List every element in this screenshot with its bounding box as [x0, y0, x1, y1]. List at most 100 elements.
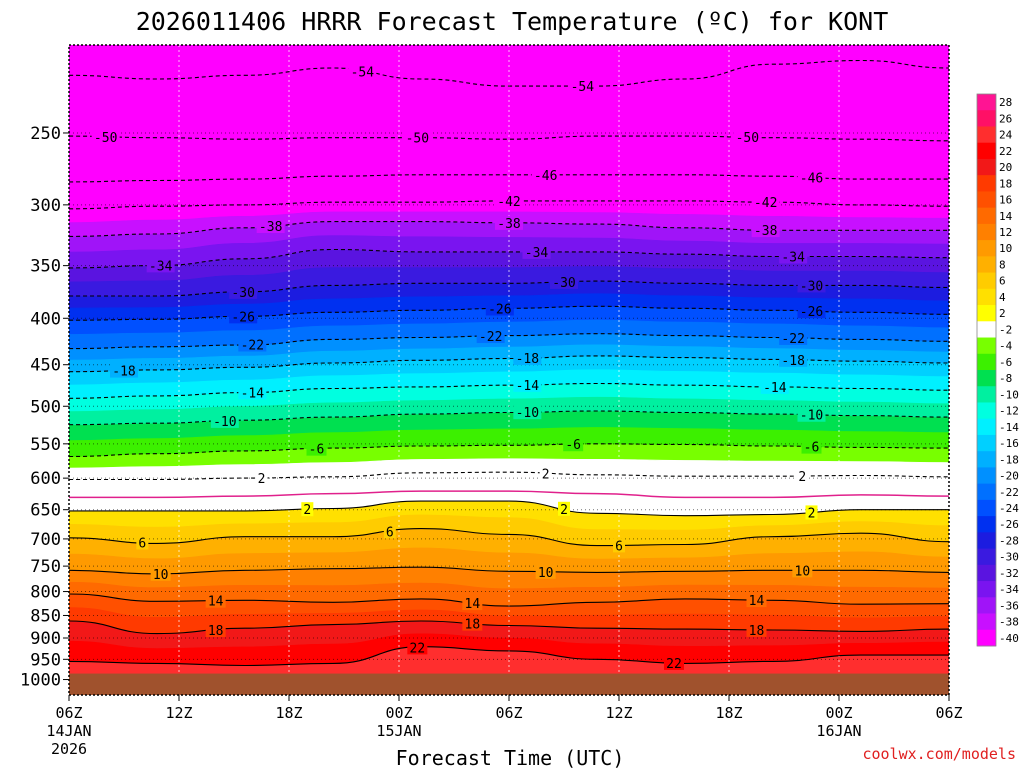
isotherm-label-bg	[513, 377, 542, 392]
isotherm--54	[69, 59, 949, 87]
colorbar-swatch	[977, 451, 996, 468]
isotherm-label: 10	[795, 564, 811, 579]
x-tick-label: 00Z	[825, 704, 852, 722]
isotherm-label: -10	[516, 406, 539, 421]
colorbar-label: 6	[999, 275, 1006, 288]
colorbar-swatch	[977, 597, 996, 614]
isotherm-label-bg	[805, 505, 818, 520]
isotherm-label: -42	[754, 196, 777, 211]
isotherm-label-bg	[664, 655, 684, 670]
colorbar-label: -30	[999, 551, 1019, 564]
colorbar-swatch	[977, 223, 996, 241]
isotherm-label-bg	[550, 274, 578, 289]
colorbar-swatch	[977, 581, 996, 598]
y-axis: 250 300 350 400 450 500 550 600 650 700 750 800 850 9…	[20, 124, 69, 691]
colorbar-label: -22	[999, 486, 1019, 499]
isotherm-label-bg	[522, 244, 551, 259]
isotherm-labels: -54-54-50 -50 -50-46 -46-42 -42-38 -38 -38-34-…	[91, 64, 826, 672]
colorbar-frame	[976, 93, 997, 647]
isotherm-label: -34	[781, 251, 805, 266]
isotherm-label-bg	[205, 593, 226, 608]
isotherm-label-bg	[383, 524, 396, 539]
isotherm-label: -22	[241, 338, 264, 353]
isotherm-label-bg	[407, 640, 428, 655]
isotherm-label: -46	[800, 171, 823, 186]
x-tick-year: 2026	[51, 740, 87, 758]
isotherm-label-bg	[476, 329, 505, 344]
colorbar-label: 22	[999, 145, 1012, 158]
colorbar-swatch	[977, 418, 996, 436]
isotherm-label: -26	[488, 303, 511, 318]
colorbar-label: 28	[999, 96, 1012, 109]
colorbar-swatch	[977, 337, 996, 355]
colorbar-label: -38	[999, 616, 1019, 629]
isotherm-label-bg	[797, 304, 826, 319]
colorbar-label: 24	[999, 129, 1013, 142]
isotherm-label: -18	[516, 352, 539, 367]
isotherm-label-bg	[403, 130, 432, 145]
isotherm-label-bg	[531, 167, 560, 182]
isotherm-label-bg	[563, 437, 584, 452]
x-tick-label: 12Z	[605, 704, 632, 722]
y-tick-label: 700	[30, 530, 61, 550]
y-tick-label: 350	[30, 257, 61, 277]
isotherm-label: 2	[258, 472, 266, 487]
isotherm-label: -54	[351, 66, 375, 81]
isotherm-label: 6	[386, 525, 394, 540]
colorbar-label: -2	[999, 323, 1012, 336]
isotherm-label-bg	[751, 223, 780, 238]
colorbar-swatch	[977, 175, 996, 192]
chart-title: 2026011406 HRRR Forecast Temperature (ºC…	[136, 7, 889, 36]
isotherm-label: 6	[138, 536, 146, 551]
colorbar-swatch	[977, 288, 996, 306]
isotherm-label: -18	[112, 365, 135, 380]
x-axis-title: Forecast Time (UTC)	[396, 746, 625, 768]
colorbar-swatch	[977, 158, 996, 176]
isotherm-label: 2	[303, 503, 311, 518]
isotherm-label: 2	[560, 503, 568, 518]
isotherm-label: 14	[208, 595, 224, 610]
isotherm-label: -26	[231, 310, 254, 325]
colorbar-swatch	[977, 110, 996, 127]
colorbar-swatch	[977, 483, 996, 501]
isotherm-label-bg	[797, 407, 826, 422]
isotherm-label: -6	[565, 438, 581, 453]
y-tick-label: 650	[30, 501, 61, 521]
isotherm-label-bg	[205, 623, 226, 638]
colorbar-swatch	[977, 564, 996, 582]
colorbar-swatch	[977, 207, 996, 225]
colorbar-swatch	[977, 305, 996, 322]
isotherm-label-bg	[796, 468, 809, 483]
isotherm-label: -30	[800, 279, 823, 294]
isotherm-label: 18	[749, 624, 765, 639]
isotherm-label-bg	[513, 405, 542, 420]
isotherm-label-bg	[462, 596, 483, 611]
colorbar-swatch	[977, 386, 996, 403]
colorbar-label: 2	[999, 307, 1006, 320]
isotherm-label: -10	[800, 409, 823, 424]
x-tick-label: 06Z	[935, 704, 962, 722]
colorbar-swatch	[977, 370, 996, 387]
colorbar-label: -36	[999, 599, 1019, 612]
y-tick-label: 800	[30, 583, 61, 603]
isotherm-label: -22	[479, 330, 502, 345]
isotherm-label: -26	[800, 305, 823, 320]
isotherm-label-bg	[348, 64, 377, 79]
isotherm-label-bg	[256, 219, 285, 234]
isotherm-label-bg	[238, 385, 267, 400]
colorbar-swatch	[977, 548, 996, 566]
colorbar-swatch	[977, 142, 996, 160]
isotherm-label-bg	[746, 622, 767, 637]
colorbar-label: -40	[999, 632, 1019, 645]
x-tick-label: 18Z	[715, 704, 742, 722]
y-tick-label: 300	[30, 196, 61, 216]
isotherm-label: 2	[542, 467, 550, 482]
colorbar-label: -26	[999, 518, 1019, 531]
colorbar-swatch	[977, 353, 996, 371]
isotherm-label-bg	[462, 616, 483, 631]
colorbar-swatch	[977, 613, 996, 631]
colorbar-label: -14	[999, 421, 1019, 434]
x-tick-label: 06Z	[495, 704, 522, 722]
isotherm-label: -18	[781, 354, 804, 369]
credit-link[interactable]: coolwx.com/models	[862, 745, 1016, 763]
